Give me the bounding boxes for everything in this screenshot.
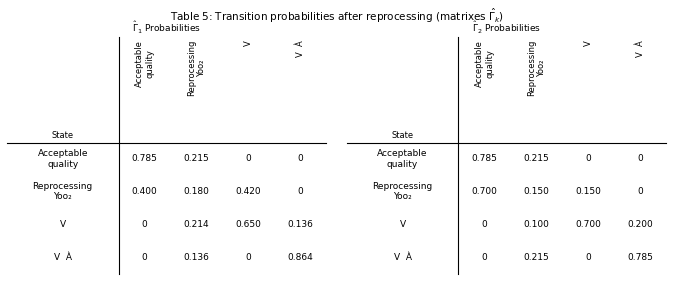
Text: V: V bbox=[584, 40, 593, 46]
Text: 0.150: 0.150 bbox=[575, 187, 601, 196]
Text: 0.136: 0.136 bbox=[184, 253, 209, 262]
Text: V  À: V À bbox=[54, 253, 71, 262]
Text: 0: 0 bbox=[482, 253, 487, 262]
Text: 0.100: 0.100 bbox=[524, 220, 549, 229]
Text: Acceptable
quality: Acceptable quality bbox=[135, 40, 154, 87]
Text: 0: 0 bbox=[586, 253, 591, 262]
Text: 0: 0 bbox=[246, 154, 251, 163]
Text: 0.700: 0.700 bbox=[575, 220, 601, 229]
Text: 0: 0 bbox=[297, 154, 304, 163]
Text: 0.785: 0.785 bbox=[472, 154, 497, 163]
Text: 0.215: 0.215 bbox=[524, 253, 549, 262]
Text: 0: 0 bbox=[142, 220, 147, 229]
Text: 0: 0 bbox=[586, 154, 591, 163]
Text: 0.150: 0.150 bbox=[524, 187, 549, 196]
Text: Reprocessing
Yoo₂: Reprocessing Yoo₂ bbox=[187, 40, 206, 96]
Text: Acceptable
quality: Acceptable quality bbox=[378, 149, 428, 169]
Text: 0.215: 0.215 bbox=[524, 154, 549, 163]
Text: Reprocessing
Yoo₂: Reprocessing Yoo₂ bbox=[32, 182, 93, 201]
Text: 0.136: 0.136 bbox=[287, 220, 314, 229]
Text: Reprocessing
Yoo₂: Reprocessing Yoo₂ bbox=[527, 40, 546, 96]
Text: 0: 0 bbox=[297, 187, 304, 196]
Text: V  À: V À bbox=[636, 40, 645, 57]
Text: 0.215: 0.215 bbox=[184, 154, 209, 163]
Text: V: V bbox=[244, 40, 253, 46]
Text: 0.650: 0.650 bbox=[236, 220, 261, 229]
Text: 0: 0 bbox=[637, 154, 643, 163]
Text: Table 5: Transition probabilities after reprocessing (matrixes $\hat{\Gamma}_k$): Table 5: Transition probabilities after … bbox=[170, 7, 503, 25]
Text: Reprocessing
Yoo₂: Reprocessing Yoo₂ bbox=[372, 182, 433, 201]
Text: 0.200: 0.200 bbox=[627, 220, 653, 229]
Text: State: State bbox=[52, 131, 74, 140]
Text: 0: 0 bbox=[142, 253, 147, 262]
Text: 0.785: 0.785 bbox=[627, 253, 653, 262]
Text: V  À: V À bbox=[394, 253, 411, 262]
Text: V: V bbox=[60, 220, 66, 229]
Text: 0.785: 0.785 bbox=[132, 154, 157, 163]
Text: V  À: V À bbox=[296, 40, 305, 57]
Text: 0.214: 0.214 bbox=[184, 220, 209, 229]
Text: State: State bbox=[392, 131, 414, 140]
Text: 0: 0 bbox=[637, 187, 643, 196]
Text: 0.420: 0.420 bbox=[236, 187, 261, 196]
Text: Acceptable
quality: Acceptable quality bbox=[38, 149, 88, 169]
Text: 0: 0 bbox=[482, 220, 487, 229]
Text: 0.400: 0.400 bbox=[132, 187, 157, 196]
Text: V: V bbox=[400, 220, 406, 229]
Text: 0: 0 bbox=[246, 253, 251, 262]
Text: $\hat{\Gamma}_2$ Probabilities: $\hat{\Gamma}_2$ Probabilities bbox=[472, 20, 541, 36]
Text: 0.180: 0.180 bbox=[184, 187, 209, 196]
Text: $\hat{\Gamma}_1$ Probabilities: $\hat{\Gamma}_1$ Probabilities bbox=[132, 20, 201, 36]
Text: 0.700: 0.700 bbox=[472, 187, 497, 196]
Text: 0.864: 0.864 bbox=[287, 253, 314, 262]
Text: Acceptable
quality: Acceptable quality bbox=[474, 40, 494, 87]
